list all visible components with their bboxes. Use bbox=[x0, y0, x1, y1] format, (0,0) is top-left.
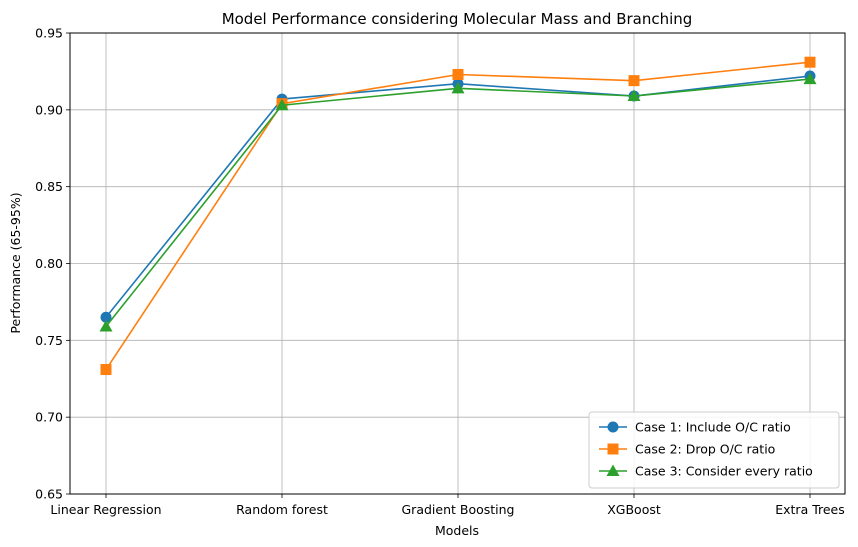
data-point bbox=[275, 98, 289, 111]
x-tick-label: Linear Regression bbox=[50, 502, 161, 517]
legend-marker bbox=[606, 464, 620, 476]
y-tick-label: 0.95 bbox=[35, 26, 63, 41]
data-point bbox=[627, 89, 641, 102]
y-tick-label: 0.75 bbox=[35, 333, 63, 348]
x-tick-label: XGBoost bbox=[607, 502, 661, 517]
data-point bbox=[100, 364, 112, 376]
data-point bbox=[628, 75, 640, 87]
legend-marker bbox=[607, 421, 619, 433]
data-point bbox=[452, 68, 464, 80]
data-point bbox=[99, 320, 113, 332]
x-axis-title: Models bbox=[435, 523, 479, 538]
y-tick-label: 0.65 bbox=[35, 487, 63, 502]
plot-frame bbox=[69, 32, 846, 495]
y-axis-title: Performance (65-95%) bbox=[8, 192, 23, 333]
series-group bbox=[99, 56, 817, 376]
x-axis-ticks: Linear Regression Random forest Gradient B… bbox=[50, 494, 845, 517]
legend-item: Case 2: Drop O/C ratio bbox=[599, 442, 775, 457]
series-3 bbox=[99, 72, 817, 332]
y-tick-label: 0.70 bbox=[35, 410, 63, 425]
data-point bbox=[803, 72, 817, 85]
y-tick-label: 0.90 bbox=[35, 102, 63, 117]
y-tick-label: 0.80 bbox=[35, 256, 63, 271]
legend-item: Case 1: Include O/C ratio bbox=[599, 420, 791, 435]
y-tick-label: 0.85 bbox=[35, 179, 63, 194]
data-point bbox=[451, 81, 465, 94]
x-tick-label: Random forest bbox=[236, 502, 328, 517]
legend-label: Case 1: Include O/C ratio bbox=[635, 420, 791, 435]
legend-box bbox=[588, 411, 840, 489]
y-axis-ticks: 0.65 0.70 0.75 0.80 0.85 0.90 0.95 bbox=[35, 26, 70, 502]
legend-item: Case 3: Consider every ratio bbox=[599, 464, 813, 479]
legend-label: Case 3: Consider every ratio bbox=[635, 464, 813, 479]
data-point bbox=[100, 311, 112, 323]
legend-label: Case 2: Drop O/C ratio bbox=[635, 442, 775, 457]
x-tick-label: Extra Trees bbox=[775, 502, 845, 517]
legend-marker bbox=[607, 443, 619, 455]
chart-title: Model Performance considering Molecular … bbox=[222, 10, 693, 28]
data-point bbox=[804, 56, 816, 68]
legend: Case 1: Include O/C ratio Case 2: Drop O/… bbox=[588, 411, 840, 489]
x-tick-label: Gradient Boosting bbox=[402, 502, 515, 517]
